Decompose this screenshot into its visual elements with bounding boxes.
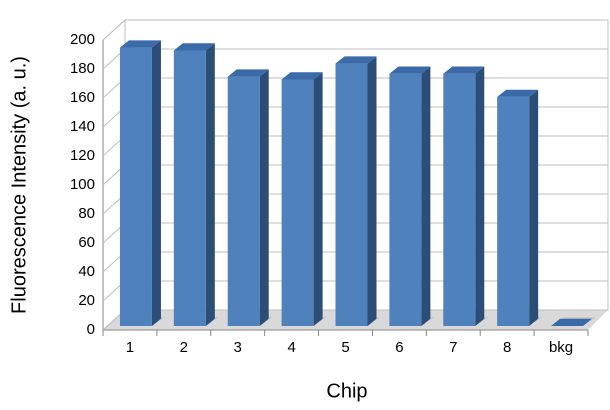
- bar: [119, 40, 165, 327]
- y-tick-label: 60: [78, 234, 95, 251]
- y-axis-title: Fluorescence Intensity (a. u.): [8, 56, 30, 314]
- bar-side: [529, 89, 539, 326]
- y-tick-label: 180: [70, 60, 95, 77]
- bar: [443, 66, 489, 326]
- x-tick-label: 5: [341, 339, 349, 356]
- bar-top: [551, 318, 593, 326]
- y-tick-label: 100: [70, 176, 95, 193]
- y-tick-label: 160: [70, 89, 95, 106]
- bar-front: [443, 73, 476, 326]
- bar: [497, 89, 543, 327]
- grid-line: [102, 19, 608, 41]
- y-tick-label: 200: [70, 31, 95, 48]
- bar-top: [389, 66, 431, 74]
- bar: [389, 66, 435, 326]
- x-tick-label: 7: [449, 339, 457, 356]
- x-tick-label: 6: [395, 339, 403, 356]
- bar: [551, 317, 597, 326]
- bar-top: [119, 40, 161, 48]
- bar-front: [389, 73, 422, 326]
- y-tick-label: 140: [70, 118, 95, 135]
- bar: [281, 72, 327, 326]
- bar-side: [367, 56, 377, 326]
- x-tick-label: 4: [287, 339, 295, 356]
- bar-top: [497, 89, 539, 97]
- bar-side: [151, 40, 161, 327]
- y-tick-label: 20: [78, 292, 95, 309]
- bar-front: [335, 63, 368, 327]
- bar-top: [281, 72, 323, 80]
- bar-top: [227, 69, 269, 77]
- bar-side: [313, 72, 323, 326]
- bar-front: [119, 47, 152, 326]
- bar-top: [173, 43, 215, 51]
- bar-side: [475, 66, 485, 326]
- x-axis-title: Chip: [326, 380, 367, 402]
- bar: [227, 69, 273, 327]
- bar-front: [227, 76, 260, 326]
- x-tick-label: 1: [126, 339, 134, 356]
- y-tick-label: 0: [87, 321, 95, 338]
- x-tick-label: bkg: [549, 339, 573, 356]
- x-tick-label: 8: [503, 339, 511, 356]
- bar-top: [335, 56, 377, 64]
- y-tick-label: 80: [78, 205, 95, 222]
- y-tick-label: 40: [78, 263, 95, 280]
- bar: [173, 43, 219, 327]
- bar-front: [173, 50, 206, 326]
- bar: [335, 56, 381, 327]
- bar-front: [281, 79, 314, 326]
- bar-side: [421, 66, 431, 326]
- x-tick-label: 2: [180, 339, 188, 356]
- y-tick-label: 120: [70, 147, 95, 164]
- bar-top: [443, 66, 485, 74]
- bar-side: [259, 69, 269, 327]
- bar-front: [497, 96, 530, 327]
- bar-side: [205, 43, 215, 327]
- x-tick-label: 3: [234, 339, 242, 356]
